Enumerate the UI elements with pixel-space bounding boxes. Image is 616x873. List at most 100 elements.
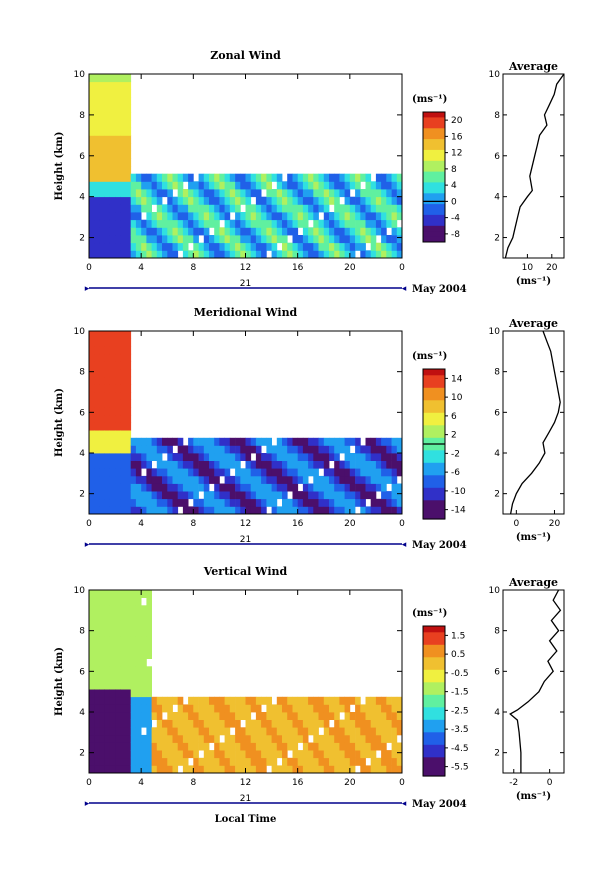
colorbar-tick: 16 [451, 132, 463, 142]
colorbar-segment [423, 738, 445, 746]
colorbar-segment [423, 651, 445, 658]
colorbar-frame [422, 625, 446, 777]
colorbar-tick: -1.5 [451, 688, 469, 698]
x-tick-label: 12 [240, 778, 251, 788]
profile-x-label: (ms⁻¹) [516, 532, 551, 543]
colorbar-segment [423, 369, 445, 376]
colorbar-segment [423, 394, 445, 401]
x-tick-label: 4 [138, 519, 144, 529]
colorbar-segment [423, 456, 445, 464]
colorbar-segment [423, 381, 445, 389]
profile-y-tick: 10 [489, 70, 501, 80]
y-tick-label: 4 [79, 708, 85, 718]
colorbar-segment [423, 638, 445, 646]
colorbar-segment [423, 160, 445, 167]
colorbar-tick: -10 [451, 487, 466, 497]
colorbar-tick: 14 [451, 374, 463, 384]
colorbar-segment [423, 763, 445, 771]
colorbar-segment [423, 751, 445, 758]
colorbar-tick: 12 [451, 149, 462, 159]
profile-frame [502, 73, 565, 259]
colorbar-tick: 4 [451, 181, 457, 191]
y-axis-label: Height (km) [54, 388, 65, 457]
y-tick-label: 8 [79, 627, 85, 637]
colorbar-segment [423, 214, 445, 221]
colorbar-segment [423, 177, 445, 183]
profile-y-tick: 6 [494, 152, 500, 162]
colorbar-segment [423, 701, 445, 708]
profile-y-tick: 8 [494, 111, 500, 121]
colorbar-segment [423, 231, 445, 238]
panel-title: Vertical Wind [203, 565, 288, 578]
colorbar-segment [423, 166, 445, 173]
x-tick-label: 16 [292, 263, 304, 273]
x-tick-label: 16 [292, 519, 304, 529]
x-axis-label: Local Time [215, 814, 277, 825]
colorbar-segment [423, 112, 445, 118]
svg-text:◂: ◂ [402, 284, 407, 294]
profile-x-tick: 20 [546, 263, 558, 273]
profile-x-tick: -2 [509, 778, 518, 788]
y-tick-label: 2 [79, 749, 85, 759]
colorbar-segment [423, 225, 445, 232]
svg-text:◂: ◂ [402, 540, 407, 550]
x-tick-label: 4 [138, 778, 144, 788]
colorbar-segment [423, 193, 445, 200]
profile-y-tick: 8 [494, 368, 500, 378]
x-tick-label: 0 [399, 519, 405, 529]
colorbar-segment [423, 657, 445, 665]
colorbar-unit: (ms⁻¹) [412, 608, 447, 619]
colorbar-segment [423, 171, 445, 178]
colorbar-segment [423, 144, 445, 151]
y-tick-label: 6 [79, 408, 85, 418]
colorbar-segment [423, 122, 445, 129]
heatmap-field [89, 590, 403, 774]
profile-x-tick: 20 [549, 519, 561, 529]
y-tick-label: 10 [74, 586, 86, 596]
colorbar-segment [423, 688, 445, 696]
profile-y-tick: 6 [494, 667, 500, 677]
colorbar-segment [423, 450, 445, 458]
colorbar-segment [423, 512, 445, 520]
profile-y-tick: 2 [494, 490, 500, 500]
colorbar-segment [423, 469, 445, 476]
colorbar-segment [423, 663, 445, 671]
colorbar-segment [423, 475, 445, 483]
heatmap-field [89, 74, 403, 259]
x-tick-label: 0 [86, 263, 92, 273]
colorbar-segment [423, 676, 445, 683]
colorbar-segment [423, 387, 445, 395]
profile-frame [502, 589, 565, 774]
colorbar-segment [423, 644, 445, 652]
colorbar-tick: -3.5 [451, 725, 469, 735]
colorbar-segment [423, 220, 445, 227]
colorbar-segment [423, 694, 445, 702]
y-tick-label: 10 [74, 70, 86, 80]
colorbar-unit: (ms⁻¹) [412, 351, 447, 362]
colorbar-segment [423, 209, 445, 216]
profile-line [509, 330, 561, 515]
colorbar-segment [423, 744, 445, 752]
profile-x-tick: 0 [513, 519, 519, 529]
profile-title: Average [508, 60, 558, 73]
colorbar-segment [423, 719, 445, 727]
colorbar-segment [423, 204, 445, 210]
colorbar-frame [422, 111, 446, 243]
svg-text:◂: ◂ [402, 799, 407, 809]
profile-y-tick: 2 [494, 234, 500, 244]
y-tick-label: 8 [79, 111, 85, 121]
profile-line [504, 73, 565, 259]
y-tick-label: 4 [79, 193, 85, 203]
date-day: 21 [240, 794, 251, 804]
x-tick-label: 8 [190, 519, 196, 529]
colorbar-segment [423, 117, 445, 124]
profile-y-tick: 4 [494, 193, 500, 203]
colorbar-segment [423, 406, 445, 414]
profile-title: Average [508, 576, 558, 589]
y-tick-label: 4 [79, 449, 85, 459]
profile-y-tick: 6 [494, 408, 500, 418]
date-label: May 2004 [412, 799, 467, 810]
colorbar-segment [423, 757, 445, 765]
